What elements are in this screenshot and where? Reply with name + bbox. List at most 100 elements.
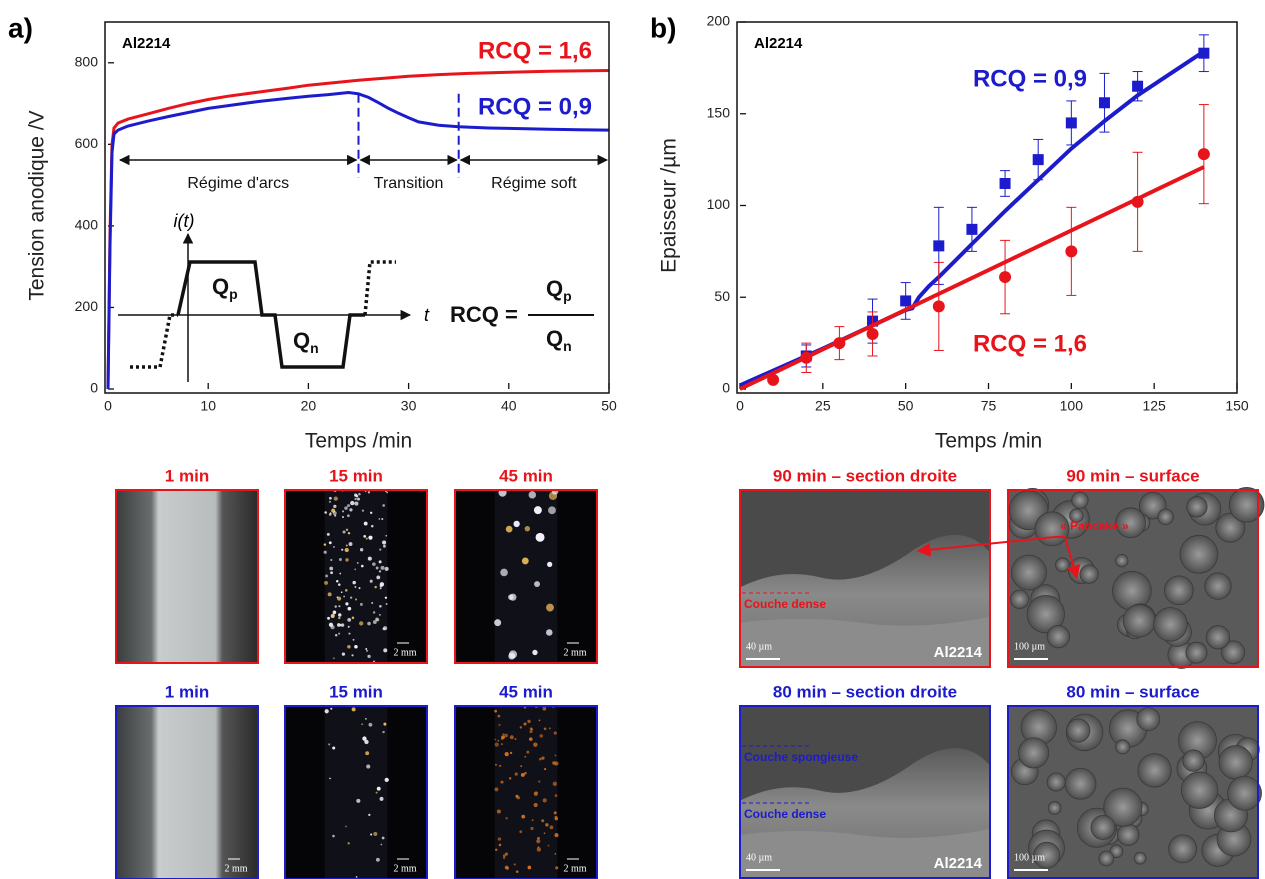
- inset-label: t: [424, 305, 430, 325]
- image-title: 15 min: [329, 466, 383, 485]
- spark: [379, 796, 384, 801]
- spark: [332, 545, 335, 548]
- spark: [375, 857, 380, 862]
- x-tick-label: 0: [736, 398, 744, 414]
- spark: [381, 517, 384, 521]
- spark: [351, 707, 356, 712]
- spark: [379, 604, 382, 608]
- inset-label: p: [229, 286, 238, 302]
- spark: [494, 738, 497, 741]
- sem-frame: [1007, 489, 1259, 668]
- spark: [529, 727, 533, 730]
- spark: [371, 601, 374, 604]
- spark: [354, 568, 357, 571]
- spark: [494, 848, 498, 852]
- sem-grain: [1218, 745, 1253, 780]
- spark: [362, 736, 367, 741]
- spark: [552, 781, 558, 786]
- x-tick-label: 150: [1225, 398, 1249, 414]
- spark: [529, 737, 533, 741]
- spark: [494, 763, 497, 766]
- spark: [515, 870, 519, 873]
- image-title: 80 min – surface: [1066, 682, 1199, 701]
- spark: [372, 620, 377, 624]
- spark: [514, 738, 517, 741]
- sem-grain: [1010, 589, 1030, 609]
- spark: [509, 735, 514, 740]
- spark: [348, 542, 353, 546]
- spark: [356, 561, 359, 564]
- spark: [347, 842, 350, 845]
- spark: [359, 621, 364, 626]
- spark: [494, 619, 502, 627]
- series-label: RCQ = 1,6: [478, 37, 592, 64]
- sem-photo: 100 µm: [1007, 705, 1262, 879]
- sem-grain: [1168, 834, 1198, 864]
- sem-photo: « Pancake » 100 µm: [1007, 487, 1265, 669]
- spark: [344, 589, 348, 592]
- sem-substrate: [740, 829, 990, 878]
- spark: [544, 768, 547, 771]
- image-title: 1 min: [165, 466, 209, 485]
- spark: [494, 709, 498, 713]
- spark: [380, 565, 385, 570]
- spark: [359, 602, 363, 606]
- sem-grain: [1109, 844, 1124, 859]
- spark: [519, 726, 523, 729]
- sem-grain: [1163, 575, 1194, 606]
- spark: [498, 843, 502, 847]
- sem-grain: [1205, 625, 1231, 650]
- scale-label: 2 mm: [563, 647, 586, 658]
- inset-label: Q: [293, 328, 310, 353]
- spark: [351, 654, 354, 657]
- sem-grain: [1179, 534, 1219, 574]
- panel-label: b): [650, 12, 676, 43]
- spark: [538, 719, 541, 722]
- spark: [376, 575, 381, 580]
- spark: [331, 613, 335, 617]
- x-tick-label: 100: [1060, 398, 1084, 414]
- spark: [535, 532, 545, 542]
- point: [833, 337, 846, 350]
- spark: [379, 584, 383, 588]
- spark: [545, 823, 549, 827]
- x-tick-label: 25: [815, 398, 831, 414]
- spark: [327, 592, 332, 597]
- y-axis-label: Epaisseur /µm: [658, 138, 681, 273]
- spark: [375, 791, 378, 794]
- spark: [329, 512, 332, 514]
- spark: [532, 649, 538, 656]
- y-tick-label: 50: [714, 288, 730, 304]
- spark: [347, 606, 352, 611]
- spark: [383, 544, 386, 548]
- spark: [383, 648, 388, 653]
- spark: [503, 857, 506, 859]
- spark: [554, 833, 559, 838]
- spark: [338, 632, 341, 635]
- spark: [534, 581, 540, 588]
- point: [999, 177, 1011, 189]
- spark: [345, 825, 347, 828]
- scale-label: 2 mm: [224, 863, 247, 874]
- spark: [338, 616, 341, 620]
- spark: [553, 731, 557, 735]
- photo-frame: [115, 705, 259, 879]
- y-tick-label: 200: [707, 13, 731, 29]
- spark: [367, 491, 371, 494]
- spark: [504, 852, 508, 856]
- spark: [328, 541, 332, 545]
- spark: [504, 865, 509, 870]
- spark: [554, 853, 557, 855]
- y-tick-label: 0: [90, 380, 98, 396]
- x-tick-label: 50: [601, 398, 617, 414]
- layer-label: « Pancake »: [1060, 519, 1129, 533]
- spark: [344, 506, 348, 510]
- spark: [374, 585, 377, 589]
- spark: [539, 757, 542, 761]
- spark: [338, 583, 341, 586]
- spark: [329, 496, 332, 500]
- sem-grain: [1186, 496, 1208, 518]
- x-tick-label: 10: [200, 398, 216, 414]
- photo: 2 mm: [284, 705, 428, 879]
